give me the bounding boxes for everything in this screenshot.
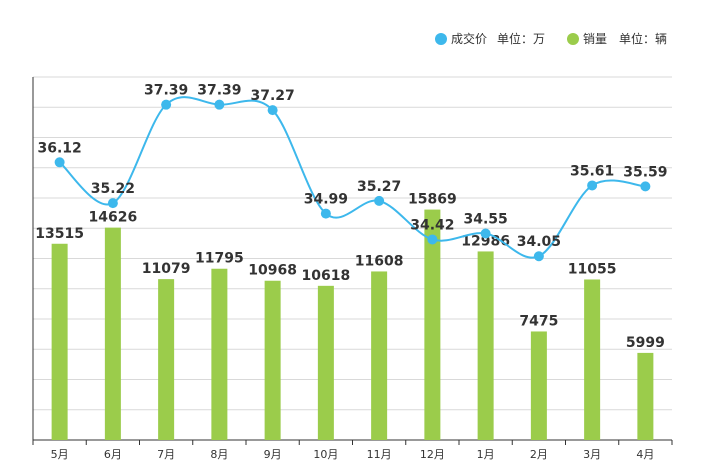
x-tick-label: 5月 <box>51 448 69 461</box>
bar-sales-10 <box>530 331 547 440</box>
bar-value-label: 15869 <box>408 192 457 208</box>
bar-series-sales <box>51 209 654 440</box>
price-point-10 <box>533 251 544 262</box>
price-value-label: 35.59 <box>623 164 667 180</box>
bar-value-label: 13515 <box>35 226 84 242</box>
x-tick-label: 9月 <box>264 448 282 461</box>
x-tick-label: 7月 <box>157 448 175 461</box>
bar-value-label: 11079 <box>142 261 191 277</box>
x-tick-label: 10月 <box>313 448 338 461</box>
price-value-label: 34.05 <box>517 234 561 250</box>
price-value-label: 35.61 <box>570 163 614 179</box>
bar-sales-7 <box>371 271 388 440</box>
price-value-label: 36.12 <box>37 140 81 156</box>
bar-value-label: 11055 <box>568 261 617 277</box>
bar-value-label: 7475 <box>519 313 558 329</box>
bar-value-label: 14626 <box>89 210 138 226</box>
bar-value-label: 12986 <box>461 233 510 249</box>
price-value-label: 34.99 <box>304 192 348 208</box>
legend-marker-sales <box>567 33 579 45</box>
bar-sales-8 <box>424 209 441 440</box>
price-point-12 <box>640 181 651 192</box>
x-tick-label: 4月 <box>636 448 654 461</box>
legend-unit-price: 单位：万 <box>497 31 545 46</box>
bar-value-label: 11608 <box>355 253 404 269</box>
price-point-2 <box>107 198 118 209</box>
bar-sales-4 <box>211 268 228 440</box>
x-axis-tick-labels: 5月 6月 7月 8月 9月 10月 11月 12月 1月 2月 3月 4月 <box>51 448 655 461</box>
bar-sales-2 <box>104 227 121 440</box>
bar-value-label: 5999 <box>626 335 665 351</box>
x-tick-label: 6月 <box>104 448 122 461</box>
legend-item-sales[interactable]: 销量 单位：辆 <box>567 31 667 46</box>
price-value-label: 34.55 <box>463 212 507 228</box>
price-value-label: 37.39 <box>144 83 188 99</box>
price-point-8 <box>427 234 438 245</box>
price-point-1 <box>54 157 65 168</box>
bar-sales-5 <box>264 280 281 440</box>
line-labels: 36.12 35.22 37.39 37.39 37.27 34.99 35.27 34.42… <box>37 83 667 251</box>
bar-sales-6 <box>317 285 334 440</box>
legend-unit-sales: 单位：辆 <box>619 31 667 46</box>
x-tick-label: 1月 <box>477 448 495 461</box>
bar-sales-11 <box>584 279 601 440</box>
x-tick-label: 11月 <box>367 448 392 461</box>
bar-value-label: 11795 <box>195 251 244 267</box>
bar-sales-3 <box>158 279 175 440</box>
legend-label-price: 成交价 <box>451 31 487 46</box>
bar-value-label: 10968 <box>248 263 297 279</box>
legend-item-price[interactable]: 成交价 单位：万 <box>435 31 545 46</box>
price-point-3 <box>161 99 172 110</box>
legend[interactable]: 成交价 单位：万 销量 单位：辆 <box>435 31 667 46</box>
price-value-label: 35.27 <box>357 179 401 195</box>
price-value-label: 35.22 <box>91 181 135 197</box>
bar-sales-9 <box>477 251 494 440</box>
bar-value-label: 10618 <box>302 268 351 284</box>
legend-marker-price <box>435 33 447 45</box>
bar-sales-1 <box>51 243 68 440</box>
price-point-4 <box>214 99 225 110</box>
x-tick-label: 12月 <box>420 448 445 461</box>
price-value-label: 37.39 <box>197 83 241 99</box>
price-point-9 <box>480 228 491 239</box>
line-series-price <box>54 96 651 262</box>
price-point-6 <box>320 208 331 219</box>
price-point-5 <box>267 105 278 116</box>
price-point-11 <box>587 180 598 191</box>
bar-sales-12 <box>637 352 654 440</box>
axes <box>32 77 673 445</box>
x-tick-label: 2月 <box>530 448 548 461</box>
grid-lines <box>33 76 672 441</box>
legend-label-sales: 销量 <box>583 32 607 46</box>
price-value-label: 34.42 <box>410 217 454 233</box>
price-value-label: 37.27 <box>250 88 294 104</box>
x-tick-label: 3月 <box>583 448 601 461</box>
x-tick-label: 8月 <box>210 448 228 461</box>
price-point-7 <box>374 195 385 206</box>
